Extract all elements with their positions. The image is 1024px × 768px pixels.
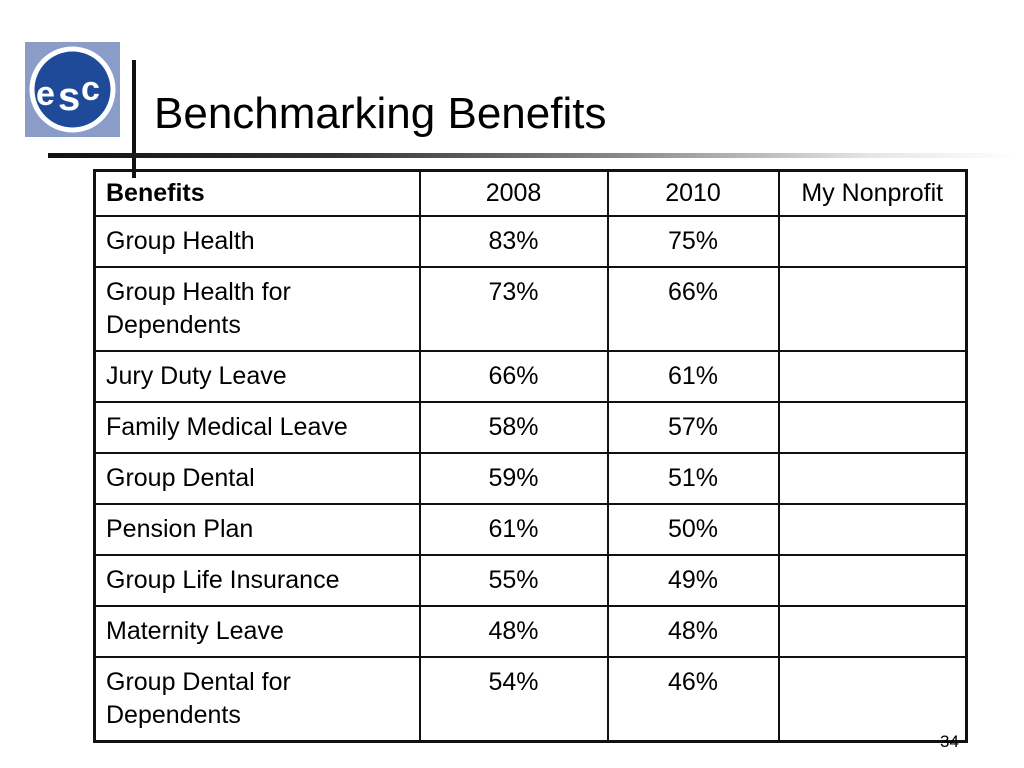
benefit-name: Group Life Insurance <box>93 554 421 607</box>
value-2010: 49% <box>606 554 780 607</box>
value-2010: 75% <box>606 215 780 268</box>
value-2010: 61% <box>606 350 780 403</box>
title-horizontal-rule <box>48 153 1018 158</box>
header-benefits: Benefits <box>93 169 421 217</box>
table-row: Maternity Leave 48% 48% <box>93 605 968 658</box>
table-row: Jury Duty Leave 66% 61% <box>93 350 968 403</box>
value-2010: 57% <box>606 401 780 454</box>
value-2008: 61% <box>418 503 609 556</box>
value-2008: 48% <box>418 605 609 658</box>
value-my-nonprofit <box>777 215 968 268</box>
benefit-name: Family Medical Leave <box>93 401 421 454</box>
value-2010: 46% <box>606 656 780 743</box>
value-2008: 55% <box>418 554 609 607</box>
value-my-nonprofit <box>777 605 968 658</box>
svg-text:c: c <box>81 70 100 108</box>
benefit-name: Maternity Leave <box>93 605 421 658</box>
header-my-nonprofit: My Nonprofit <box>777 169 968 217</box>
value-2008: 73% <box>418 266 609 352</box>
value-2008: 58% <box>418 401 609 454</box>
slide-title: Benchmarking Benefits <box>154 89 607 138</box>
title-vertical-rule <box>132 60 136 178</box>
esc-logo-icon: e s c <box>29 46 116 133</box>
value-my-nonprofit <box>777 350 968 403</box>
page-number: 34 <box>940 732 959 751</box>
value-2008: 83% <box>418 215 609 268</box>
table-row: Group Health 83% 75% <box>93 215 968 268</box>
value-my-nonprofit <box>777 503 968 556</box>
benefit-name: Group Dental <box>93 452 421 505</box>
value-2010: 50% <box>606 503 780 556</box>
svg-text:s: s <box>58 75 80 119</box>
table-row: Pension Plan 61% 50% <box>93 503 968 556</box>
benefit-name: Group Health for Dependents <box>93 266 421 352</box>
benefits-table: Benefits 2008 2010 My Nonprofit Group He… <box>93 169 968 743</box>
value-my-nonprofit <box>777 452 968 505</box>
value-my-nonprofit <box>777 656 968 743</box>
value-my-nonprofit <box>777 554 968 607</box>
benefit-name: Group Dental for Dependents <box>93 656 421 743</box>
svg-text:e: e <box>36 75 55 113</box>
value-my-nonprofit <box>777 266 968 352</box>
value-2010: 48% <box>606 605 780 658</box>
value-2010: 66% <box>606 266 780 352</box>
value-2008: 54% <box>418 656 609 743</box>
value-my-nonprofit <box>777 401 968 454</box>
table-row: Group Dental for Dependents 54% 46% <box>93 656 968 743</box>
header-2008: 2008 <box>418 169 609 217</box>
esc-logo: e s c <box>25 42 120 137</box>
table-row: Group Health for Dependents 73% 66% <box>93 266 968 352</box>
benefit-name: Group Health <box>93 215 421 268</box>
benefit-name: Jury Duty Leave <box>93 350 421 403</box>
table-header-row: Benefits 2008 2010 My Nonprofit <box>93 169 968 217</box>
value-2008: 59% <box>418 452 609 505</box>
header-2010: 2010 <box>606 169 780 217</box>
table-row: Group Dental 59% 51% <box>93 452 968 505</box>
benefit-name: Pension Plan <box>93 503 421 556</box>
value-2010: 51% <box>606 452 780 505</box>
table-row: Group Life Insurance 55% 49% <box>93 554 968 607</box>
table-row: Family Medical Leave 58% 57% <box>93 401 968 454</box>
value-2008: 66% <box>418 350 609 403</box>
